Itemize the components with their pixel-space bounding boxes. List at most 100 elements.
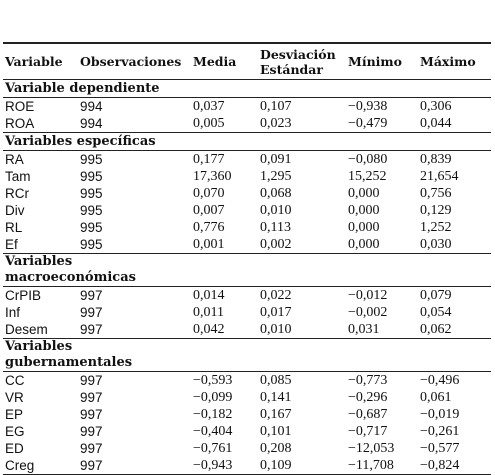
cell: 0,167 <box>260 406 292 422</box>
header-cell: Máximo <box>418 42 491 80</box>
cell: 0,017 <box>260 304 292 320</box>
cell: −0,019 <box>420 406 460 422</box>
cell: 0,000 <box>348 236 380 252</box>
cell: Inf <box>5 304 21 320</box>
section-title: Variable dependiente <box>5 80 160 96</box>
cell: 0,085 <box>260 372 292 388</box>
cell: 0,007 <box>193 202 225 218</box>
cell: 21,654 <box>420 168 459 184</box>
section-cell: Variables gubernamentales <box>3 338 491 372</box>
section-row: Variables específicas <box>3 132 491 151</box>
cell: 997 <box>80 406 103 422</box>
cell: 0,208 <box>260 440 292 456</box>
cell: −0,824 <box>418 457 491 475</box>
cell: 0,054 <box>420 304 452 320</box>
cell: 997 <box>78 457 191 475</box>
cell: 995 <box>80 185 103 201</box>
cell: −0,080 <box>348 151 388 167</box>
cell: 994 <box>80 98 103 114</box>
cell: Creg <box>3 457 78 475</box>
cell: 17,360 <box>193 168 232 184</box>
data-row: RL 995 0,776 0,113 0,000 1,252 <box>3 219 491 236</box>
table-wrap: Variable Observaciones Media Desviación Est… <box>3 42 491 475</box>
cell: CC <box>5 372 25 388</box>
section-title: Variables macroeconómicas <box>5 254 136 285</box>
cell: −12,053 <box>348 440 395 456</box>
data-row: Desem 997 0,042 0,010 0,031 0,062 <box>3 321 491 339</box>
data-row: CrPIB 997 0,014 0,022 −0,012 0,079 <box>3 287 491 305</box>
data-row: Creg 997 −0,943 0,109 −11,708 −0,824 <box>3 457 491 475</box>
cell: Tam <box>5 168 31 184</box>
cell: 0,061 <box>420 389 452 405</box>
cell: 1,295 <box>260 168 292 184</box>
cell: RL <box>5 219 23 235</box>
cell: 0,070 <box>193 185 225 201</box>
cell: 997 <box>80 389 103 405</box>
cell: 0,839 <box>420 151 452 167</box>
cell: Div <box>5 202 25 218</box>
cell: 0,014 <box>193 287 225 303</box>
cell: 995 <box>80 168 103 184</box>
cell: 0,022 <box>260 287 292 303</box>
cell: −0,773 <box>348 372 388 388</box>
cell: −0,717 <box>348 423 388 439</box>
section-row: Variables macroeconómicas <box>3 253 491 287</box>
data-row: EG 997 −0,404 0,101 −0,717 −0,261 <box>3 423 491 440</box>
data-row: ROA 994 0,005 0,023 −0,479 0,044 <box>3 115 491 133</box>
cell: −0,943 <box>191 457 258 475</box>
cell: 0,113 <box>260 219 291 235</box>
header-cell: Observaciones <box>78 42 191 80</box>
section-cell: Variables macroeconómicas <box>3 253 491 287</box>
cell: 997 <box>80 440 103 456</box>
cell: 0,079 <box>420 287 452 303</box>
data-row: RA 995 0,177 0,091 −0,080 0,839 <box>3 151 491 169</box>
cell: 995 <box>80 202 103 218</box>
cell: −0,182 <box>193 406 233 422</box>
cell: 0,044 <box>420 115 452 131</box>
cell: 0,023 <box>260 115 292 131</box>
cell: −0,496 <box>420 372 460 388</box>
data-row: Ef 995 0,001 0,002 0,000 0,030 <box>3 236 491 254</box>
cell: 0,002 <box>260 236 292 252</box>
cell: −0,404 <box>193 423 233 439</box>
data-row: ROE 994 0,037 0,107 −0,938 0,306 <box>3 98 491 116</box>
cell: 0,756 <box>420 185 452 201</box>
cell: −0,761 <box>193 440 233 456</box>
cell: 0,000 <box>348 219 380 235</box>
cell: −0,002 <box>348 304 388 320</box>
data-row: EP 997 −0,182 0,167 −0,687 −0,019 <box>3 406 491 423</box>
cell: 0,000 <box>348 185 380 201</box>
cell: 0,776 <box>193 219 225 235</box>
cell: 995 <box>80 151 103 167</box>
cell: ROA <box>5 115 35 131</box>
cell: 997 <box>80 321 103 337</box>
data-row: Div 995 0,007 0,010 0,000 0,129 <box>3 202 491 219</box>
header-row: Variable Observaciones Media Desviación Est… <box>3 42 491 80</box>
section-cell: Variable dependiente <box>3 79 491 98</box>
header-cell: Variable <box>3 42 78 80</box>
table-body: Variable dependiente ROE 994 0,037 0,107 −0,9… <box>3 79 491 475</box>
cell: VR <box>5 389 24 405</box>
cell: −0,687 <box>348 406 388 422</box>
cell: 0,001 <box>193 236 225 252</box>
data-row: ED 997 −0,761 0,208 −12,053 −0,577 <box>3 440 491 457</box>
cell: EG <box>5 423 25 439</box>
cell: 0,010 <box>260 202 292 218</box>
cell: Desem <box>5 321 48 337</box>
cell: −0,099 <box>193 389 233 405</box>
cell: −0,261 <box>420 423 460 439</box>
cell: 0,042 <box>193 321 225 337</box>
cell: 0,031 <box>348 321 380 337</box>
cell: −0,296 <box>348 389 388 405</box>
cell: EP <box>5 406 24 422</box>
section-row: Variable dependiente <box>3 79 491 98</box>
cell: 0,091 <box>260 151 292 167</box>
cell: 0,177 <box>193 151 225 167</box>
cell: −11,708 <box>346 457 418 475</box>
header-cell: Media <box>191 42 258 80</box>
header-cell: Mínimo <box>346 42 418 80</box>
cell: Ef <box>5 236 18 252</box>
cell: CrPIB <box>5 287 42 303</box>
cell: −0,577 <box>420 440 460 456</box>
